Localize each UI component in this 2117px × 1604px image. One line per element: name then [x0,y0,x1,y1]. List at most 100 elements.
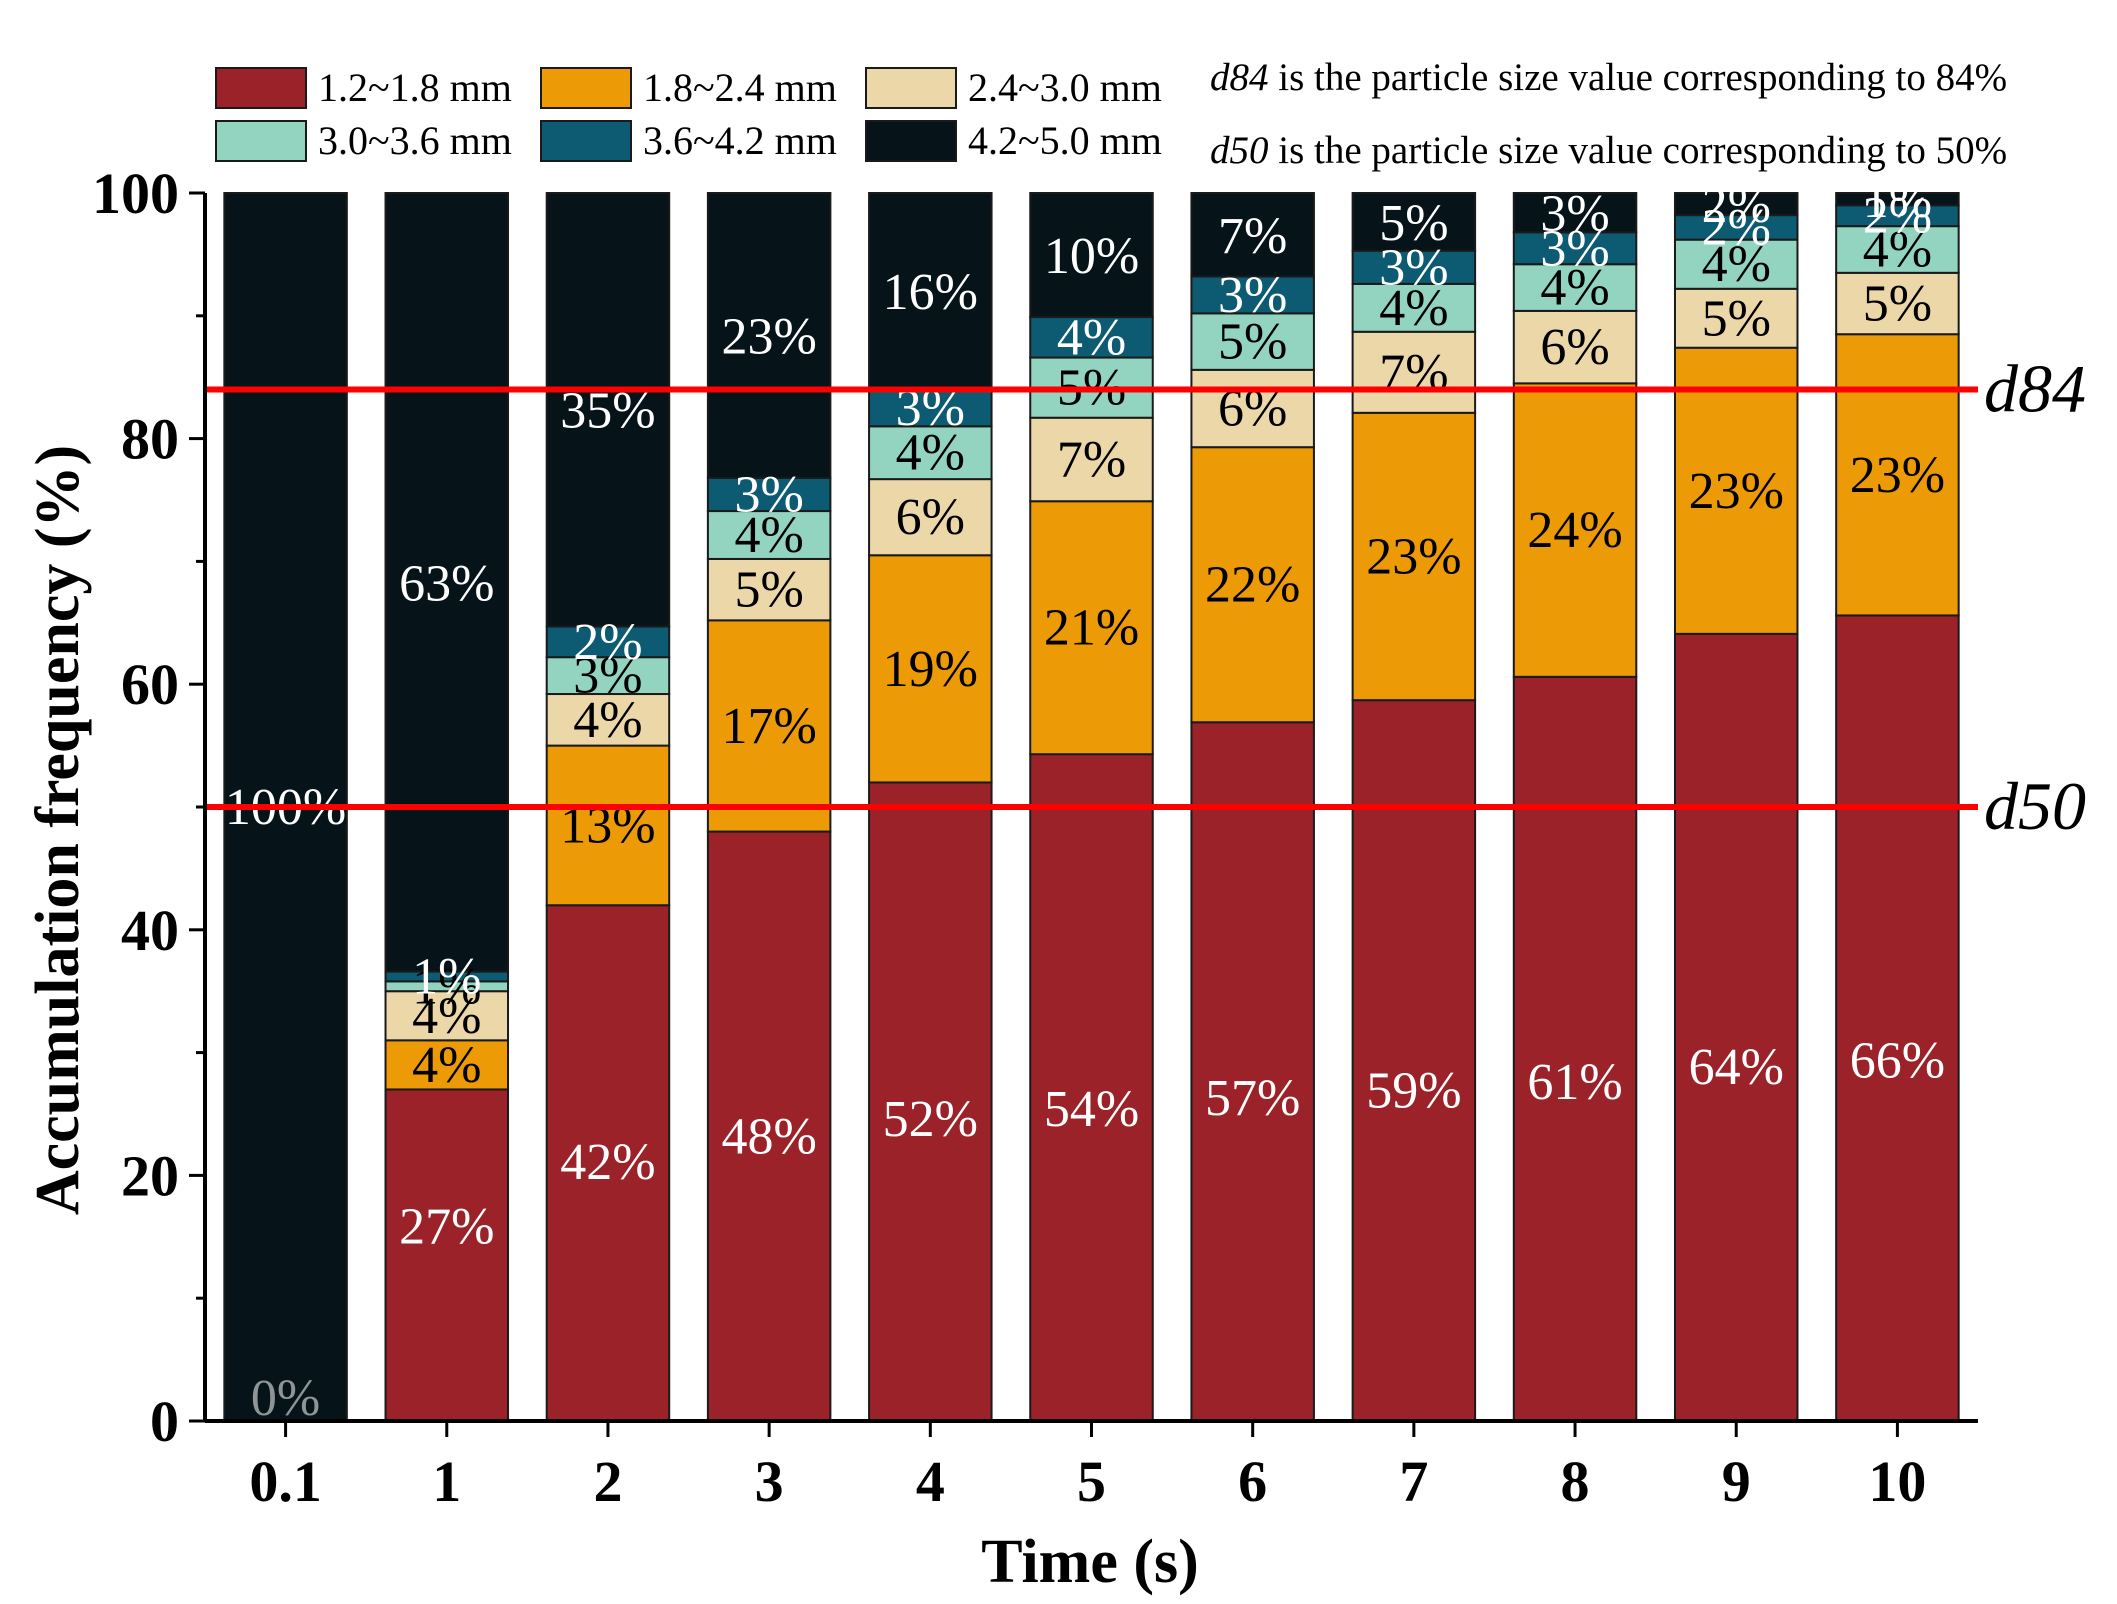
data-label: 1% [1863,172,1932,229]
x-tick-label: 6 [1238,1449,1267,1514]
bar-segment [545,192,671,628]
bar-segment [706,510,832,560]
bar-segment [1512,231,1638,266]
bar-segment [1351,282,1477,333]
data-label: 1% [412,958,481,1015]
legend-label: 4.2~5.0 mm [968,118,1162,163]
data-label: 2% [573,614,642,671]
notes: d84 is the particle size value correspon… [1210,56,2007,172]
data-label: 7% [1379,344,1448,401]
data-label: 23% [721,308,816,365]
y-tick-label: 0 [150,1389,179,1454]
x-tick-label: 4 [916,1449,945,1514]
y-tick-label: 100 [92,161,179,226]
data-label: 4% [734,507,803,564]
bar-segment [1190,368,1315,449]
data-label: 7% [1218,208,1287,265]
note-text: is the particle size value corresponding… [1269,56,2008,99]
y-tick-label: 60 [121,652,179,717]
data-label: 2% [1702,177,1771,234]
data-label: 3% [734,466,803,523]
bar-segment [1029,316,1154,359]
data-label: 1% [412,948,481,1005]
bar-segment [1029,753,1154,1422]
bar-segment [545,625,671,659]
reference-lines-layer: d84 d50 [205,350,2086,844]
reference-label-d84: d84 [1984,350,2086,426]
bar-segment [1835,271,1960,336]
bar-segment [868,425,993,481]
bar-segment [384,192,510,973]
x-tick-label: 1 [432,1449,461,1514]
data-label: 42% [560,1134,655,1191]
bar-segment [545,656,671,696]
data-label: 63% [399,555,494,612]
bar-segment [706,830,832,1422]
data-label: 27% [399,1199,494,1256]
bar-segment [1512,263,1638,312]
note-d50: d50 is the particle size value correspon… [1210,129,2007,172]
bar-segment [1673,346,1799,635]
data-label: 4% [412,1037,481,1094]
data-label: 4% [1863,221,1932,278]
data-label: 4% [1379,280,1448,337]
bar-segment [1835,333,1960,617]
bar-segment [1835,192,1960,207]
bar-segment [1351,330,1477,414]
bar-segment [1673,238,1799,290]
data-label: 52% [883,1091,978,1148]
legend: 1.2~1.8 mm 1.8~2.4 mm 2.4~3.0 mm 3.0~3.6 mm… [215,65,1162,163]
data-label: 4% [1057,309,1126,366]
data-label: 2% [1702,199,1771,256]
note-d84: d84 is the particle size value correspon… [1210,56,2007,99]
data-label: 4% [573,692,642,749]
bar-segment [1029,416,1154,503]
y-tick-label: 40 [121,898,179,963]
bar-segment [1835,225,1960,274]
bars-layer: 0%100%27%4%4%1%1%63%42%13%4%3%2%35%48%17… [223,172,1960,1427]
note-variable: d50 [1210,129,1269,172]
y-tick-label: 80 [121,407,179,472]
data-label: 3% [1540,186,1609,243]
legend-label: 2.4~3.0 mm [968,65,1162,110]
data-label: 24% [1527,502,1622,559]
bar-segment [1512,675,1638,1422]
bar-segment [384,990,510,1042]
x-tick-label: 9 [1722,1449,1751,1514]
x-tick-label: 0.1 [249,1449,322,1514]
bar-segment [1029,192,1154,319]
y-axis-title: Accumulation frequency (%) [24,445,92,1215]
bar-segment [1673,214,1799,241]
data-label: 4% [1540,260,1609,317]
data-label: 0% [251,1370,320,1427]
legend-label: 3.0~3.6 mm [318,118,512,163]
x-tick-label: 2 [593,1449,622,1514]
data-label: 5% [1863,276,1932,333]
bar-segment [545,744,671,907]
data-label: 23% [1689,463,1784,520]
bar-segment [384,1088,510,1422]
bar-segment [1029,500,1154,756]
data-label: 4% [1702,236,1771,293]
x-tick-label: 3 [755,1449,784,1514]
data-label: 10% [1044,228,1139,285]
reference-label-d50: d50 [1984,768,2086,844]
x-tick-label: 5 [1077,1449,1106,1514]
bar-segment [1512,192,1638,234]
data-label: 23% [1850,447,1945,504]
legend-label: 1.2~1.8 mm [318,65,512,110]
bar-segment [1190,192,1315,278]
bar-segment [1351,699,1477,1422]
data-label: 19% [883,641,978,698]
bar-segment [1673,192,1799,217]
axes-layer: 0 20 40 60 80 100 0.1 1 2 3 4 5 6 7 8 9 10 [92,161,1978,1514]
bar-segment [706,619,832,833]
data-label: 6% [896,489,965,546]
data-label: 64% [1689,1039,1784,1096]
data-label: 5% [1702,290,1771,347]
data-label: 66% [1850,1033,1945,1090]
bar-segment [1190,446,1315,724]
note-text: is the particle size value corresponding… [1269,129,2008,172]
x-tick-label: 7 [1399,1449,1428,1514]
